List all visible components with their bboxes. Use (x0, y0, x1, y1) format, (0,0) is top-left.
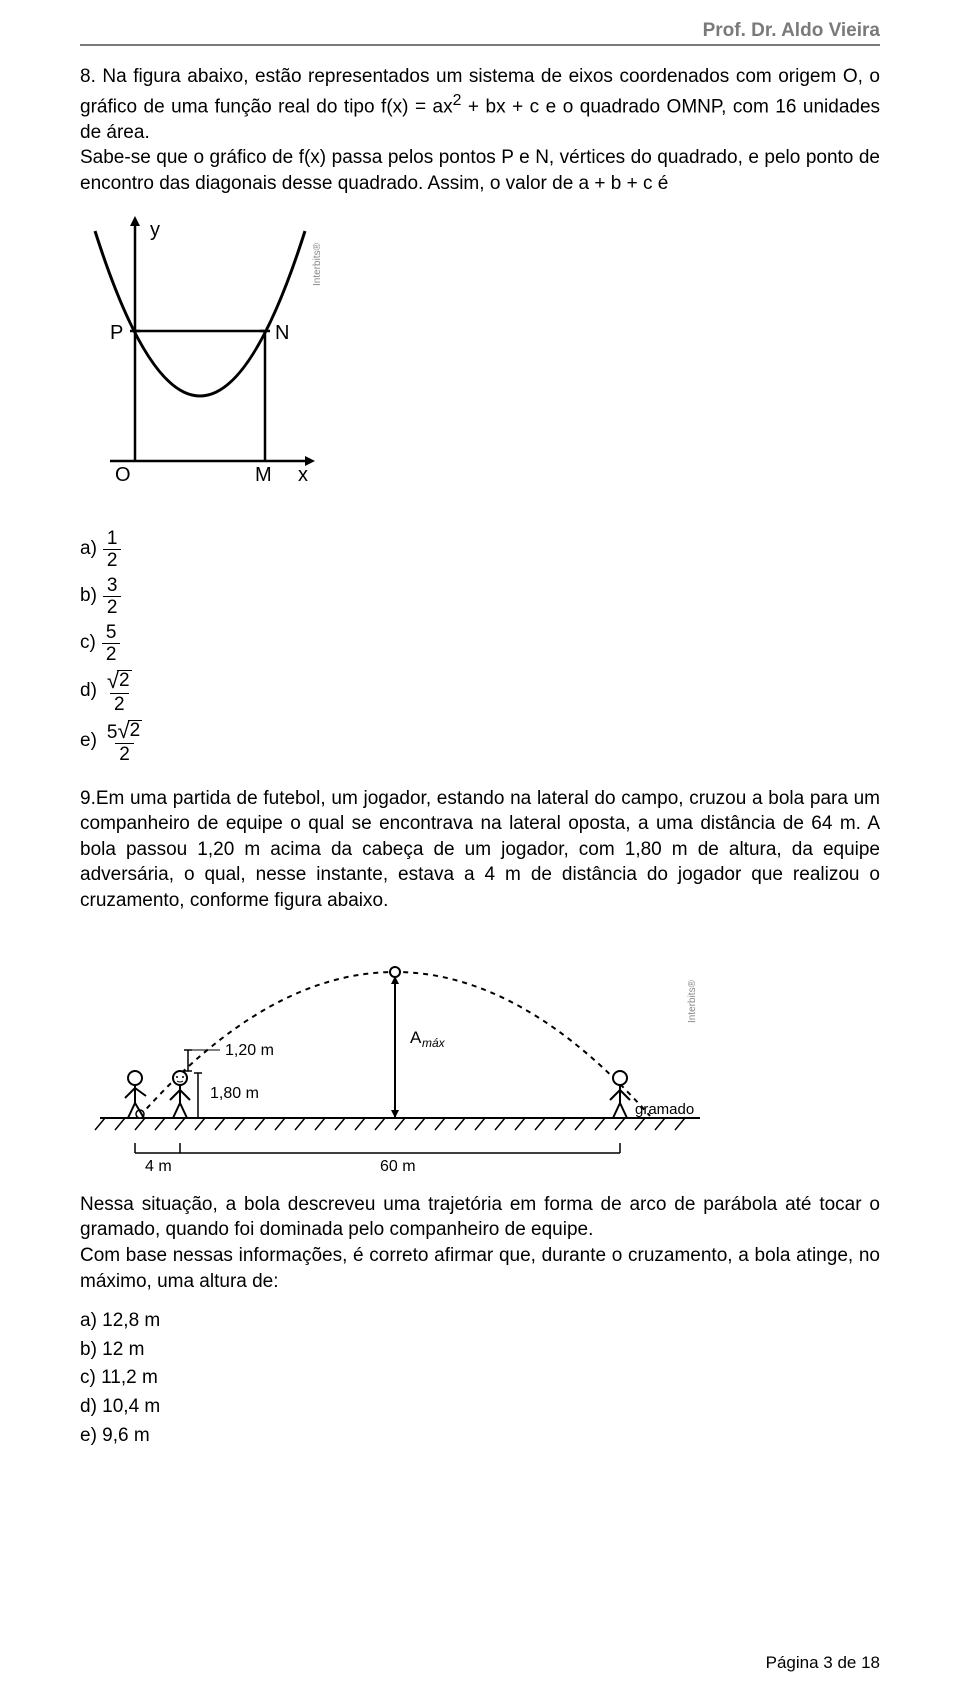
q8-option-d: d) √ 2 2 (80, 670, 880, 714)
ground-hatch (95, 1118, 685, 1130)
q8-option-c: c) 5 2 (80, 623, 880, 664)
q8-number: 8. (80, 66, 96, 87)
q8-fig-label-P: P (110, 322, 123, 344)
q9-option-d: d) 10,4 m (80, 1394, 880, 1421)
q9-fig-h1: 1,20 m (225, 1042, 274, 1059)
q8-option-b: b) 3 2 (80, 576, 880, 617)
q9-fig-amax-sub: máx (422, 1036, 446, 1050)
q9-option-b: b) 12 m (80, 1337, 880, 1364)
q8-fig-watermark: Interbits® (312, 242, 323, 286)
q8-fig-label-N: N (275, 322, 289, 344)
fraction: 1 2 (103, 529, 122, 570)
q9-paragraph-2: Nessa situação, a bola descreveu uma tra… (80, 1192, 880, 1295)
player-receiver (610, 1071, 630, 1118)
q9-paragraph-1: 9.Em uma partida de futebol, um jogador,… (80, 786, 880, 914)
q8-fig-label-y: y (150, 219, 160, 241)
fraction: 5 2 (102, 623, 121, 664)
page-container: Prof. Dr. Aldo Vieira 8. Na figura abaix… (0, 0, 960, 1693)
page-header: Prof. Dr. Aldo Vieira (80, 20, 880, 46)
q8-option-a: a) 1 2 (80, 529, 880, 570)
q9-fig-h2: 1,80 m (210, 1085, 259, 1102)
q9-fig-amax-a: A (410, 1028, 422, 1047)
player-defender (170, 1071, 190, 1118)
q9-number: 9. (80, 788, 96, 809)
q9-fig-d1: 4 m (145, 1158, 172, 1175)
q9-fig-gramado: gramado (635, 1101, 694, 1118)
q8-options: a) 1 2 b) 3 2 c) 5 2 d) (80, 529, 880, 764)
q8-fig-label-O: O (115, 464, 131, 486)
q8-option-e: e) 5 √ 2 2 (80, 720, 880, 764)
fraction: 3 2 (103, 576, 122, 617)
q8-fig-label-M: M (255, 464, 272, 486)
sqrt: √ 2 (107, 670, 132, 692)
q9-option-c: c) 11,2 m (80, 1365, 880, 1392)
q9-option-e: e) 9,6 m (80, 1423, 880, 1450)
q9-fig-watermark: Interbits® (687, 979, 698, 1023)
q8-fig-label-x: x (298, 464, 308, 486)
q9-option-a: a) 12,8 m (80, 1308, 880, 1335)
q9-options: a) 12,8 m b) 12 m c) 11,2 m d) 10,4 m e)… (80, 1308, 880, 1449)
q8-paragraph-1: 8. Na figura abaixo, estão representados… (80, 64, 880, 197)
q9-figure: A máx 1,20 m 1,80 m gramado 4 m 60 m (80, 928, 880, 1188)
fraction: √ 2 2 (103, 670, 136, 714)
q9-fig-d2: 60 m (380, 1158, 416, 1175)
fraction: 5 √ 2 2 (103, 720, 146, 764)
page-footer: Página 3 de 18 (766, 1653, 880, 1673)
q8-figure: y P N O M x Interbits® (80, 211, 880, 511)
sqrt: √ 2 (117, 720, 142, 742)
